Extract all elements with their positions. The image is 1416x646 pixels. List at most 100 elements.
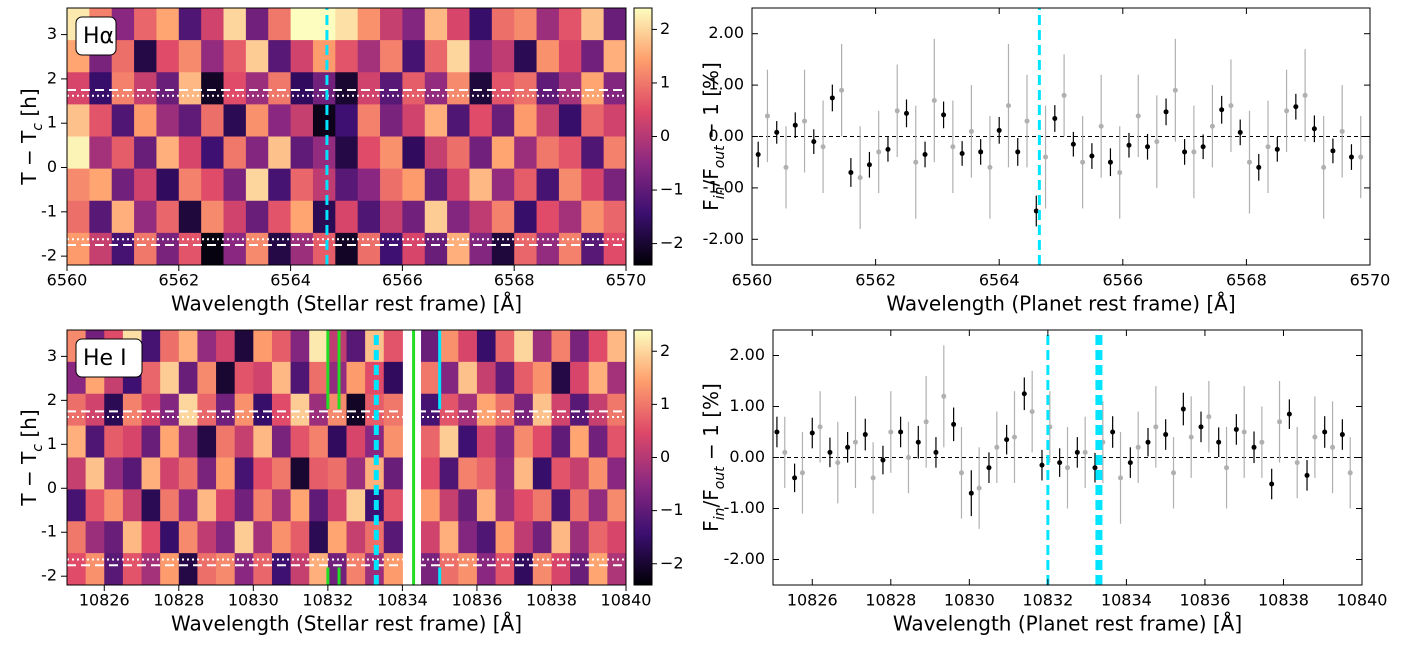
heatmap-cell [551,425,571,458]
data-point [1039,462,1045,468]
heatmap-cell [104,457,124,490]
data-point [1052,116,1058,122]
heatmap-cell [201,104,225,137]
heatmap-cell [67,457,87,490]
data-point [1339,432,1345,438]
data-point [1358,154,1364,160]
heatmap-cell [67,489,87,522]
heatmap-cell [89,168,113,202]
data-point [1135,444,1141,450]
heatmap-cell [603,8,627,41]
heatmap-cell [122,457,143,490]
heatmap-cell [536,104,560,137]
heatmap-cell [104,521,124,554]
heatmap-cell [290,425,310,458]
y-tick-label: 0.00 [708,126,744,145]
data-point [1098,123,1104,129]
heatmap-cell [421,425,441,458]
heatmap-cell [178,104,202,137]
heatmap-cell [424,168,448,202]
y-axis-label: Fin/Fout − 1 [%] [699,62,729,211]
heatmap-cell [383,330,403,363]
heatmap-cell [383,457,403,490]
y-axis-label-part: T − T [17,451,41,507]
heatmap-cell [439,330,459,363]
heatmap-cell [290,72,314,105]
heatmap-cell [134,168,157,202]
heatmap-cell [85,489,105,522]
heatmap-cell [122,521,143,554]
heatmap-cell [346,393,366,427]
data-point [1154,139,1160,145]
heatmap-cell [458,330,478,363]
heatmap-cell [424,104,448,137]
heatmap-cell [495,553,515,586]
data-point [1057,460,1063,466]
heatmap-cell [491,40,515,73]
data-point [922,151,928,157]
heatmap-cell [216,521,236,554]
data-point [1082,449,1088,455]
colorbar-tick-label: −2 [660,233,684,252]
x-tick-label: 6566 [382,271,423,290]
heatmap-cell [491,200,515,234]
heatmap-cell [245,104,269,137]
data-point [782,449,788,455]
colorbar-tick-label: 2 [660,341,670,360]
x-tick-label: 6566 [1102,271,1143,290]
heatmap-cell [178,361,198,395]
heatmap-cell [558,168,582,202]
heatmap-cell [141,425,161,458]
heatmap-cell [476,393,497,427]
heatmap-cell [268,136,292,170]
heatmap-cell [380,104,403,137]
data-point [1172,87,1178,93]
data-point [820,144,826,150]
heatmap-cell [290,521,310,554]
data-point [802,118,808,124]
data-point [1145,439,1151,445]
x-tick-label: 10826 [787,591,838,610]
x-tick-label: 6568 [1226,271,1267,290]
heatmap-cell [223,136,247,170]
heatmap-cell [439,489,459,522]
heatmap-cell [491,136,515,170]
data-point [1061,92,1067,98]
data-point [898,429,904,435]
heatmap-cell [346,330,366,363]
heatmap-cell [558,40,582,73]
heatmap-cell [290,136,314,170]
data-point [1302,92,1308,98]
heatmap-cell [458,425,478,458]
data-point [1312,434,1318,440]
heatmap-cell [581,104,605,137]
heatmap-cell [290,361,310,395]
heatmap-cell [514,8,538,41]
heatmap-cell [312,8,336,41]
heatmap-cell [588,457,608,490]
y-tick-label: 2 [47,390,57,409]
heatmap-cell [67,521,87,554]
heatmap-cell [469,104,493,137]
heatmap-cell [245,8,269,41]
heatmap-cell [197,521,217,554]
data-point [1070,141,1076,147]
heatmap-cell [357,72,381,105]
heatmap-cell [178,521,198,554]
heatmap-cell [495,425,515,458]
heatmap-cell [439,521,459,554]
data-point [1118,475,1124,481]
heatmap-cell [346,553,366,586]
data-point [1127,460,1133,466]
heatmap-cell [156,104,180,137]
heatmap-cell [141,457,161,490]
heatmap-cell [245,40,269,73]
heatmap-cell [309,393,329,427]
heatmap-cell [357,104,381,137]
data-point [950,144,956,150]
heatmap-cell [581,168,605,202]
data-point [1110,429,1116,435]
heatmap-cell [357,8,381,41]
data-point [1321,164,1327,170]
colorbar-tick-label: −1 [660,180,684,199]
